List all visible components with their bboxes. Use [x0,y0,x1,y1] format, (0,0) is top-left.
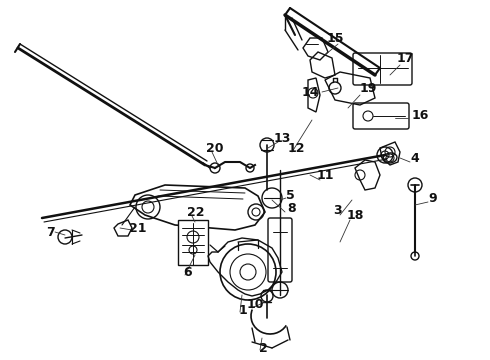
Text: 16: 16 [411,108,429,122]
Text: 17: 17 [396,51,414,64]
Text: 14: 14 [301,86,319,99]
Text: 1: 1 [239,303,247,316]
Text: 5: 5 [286,189,294,202]
Text: 4: 4 [411,152,419,165]
FancyBboxPatch shape [268,218,292,282]
Text: 22: 22 [187,206,205,219]
Text: 20: 20 [206,141,224,154]
FancyBboxPatch shape [353,103,409,129]
Text: 18: 18 [346,208,364,221]
Text: 12: 12 [287,141,305,154]
Text: 13: 13 [273,131,291,144]
Text: 21: 21 [129,221,147,234]
Bar [178,220,208,265]
Text: 11: 11 [316,168,334,181]
Text: 9: 9 [429,192,437,204]
Text: 6: 6 [184,266,192,279]
Text: 2: 2 [259,342,268,355]
FancyBboxPatch shape [353,53,412,85]
Text: 19: 19 [359,81,377,95]
Text: 3: 3 [334,203,343,216]
Text: 10: 10 [246,297,264,310]
Text: 7: 7 [46,225,54,239]
Text: 8: 8 [288,202,296,215]
Circle shape [381,151,389,159]
Text: 15: 15 [326,32,344,45]
